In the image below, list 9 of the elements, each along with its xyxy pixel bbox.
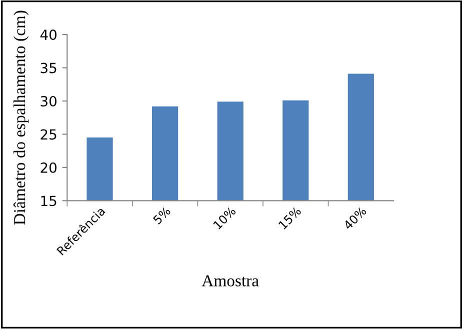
x-tick-label: 5% [152, 206, 172, 225]
x-axis-title: Amostra [202, 275, 259, 286]
y-tick-label: 20 [40, 162, 56, 173]
y-tick-label: 25 [40, 129, 56, 140]
y-tick-label: 30 [40, 96, 56, 106]
y-tick-label: 40 [40, 30, 56, 40]
y-tick-label: 15 [41, 196, 56, 206]
y-axis-title: Diâmetro do espalhamento (cm) [13, 10, 29, 225]
y-tick-label: 35 [40, 62, 56, 74]
